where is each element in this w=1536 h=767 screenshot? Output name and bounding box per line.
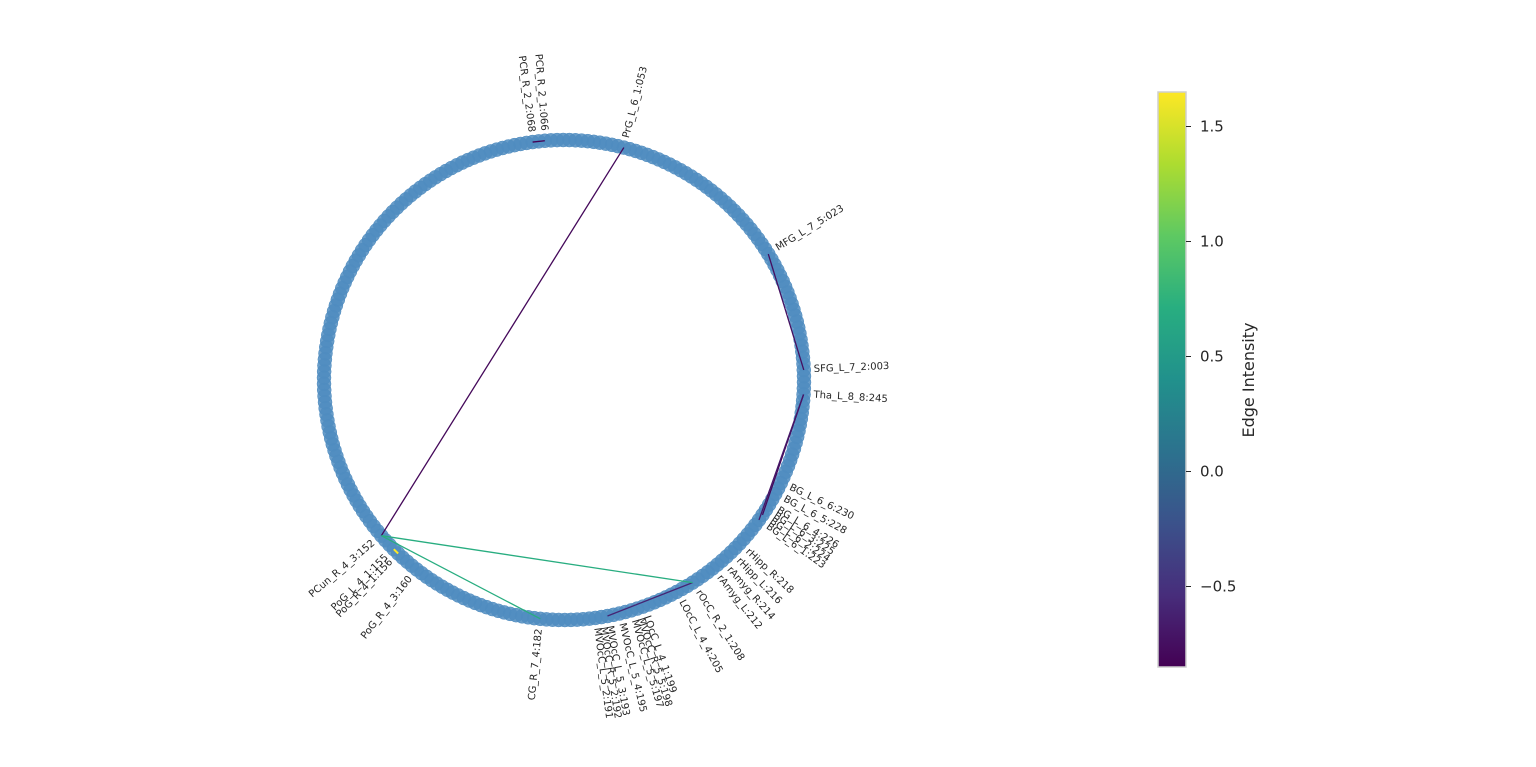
edge-4 xyxy=(758,394,805,521)
edge-8 xyxy=(393,548,399,555)
colorbar-tick-label: −0.5 xyxy=(1200,578,1236,596)
edge-6 xyxy=(381,535,693,584)
colorbar-gradient xyxy=(1157,91,1187,668)
edge-1 xyxy=(380,147,625,537)
colorbar-ticks: −0.5 0.0 0.5 1.0 1.5 xyxy=(1186,118,1236,596)
edge-5 xyxy=(607,582,693,617)
edge-0 xyxy=(532,140,545,143)
node-label: PoG_L_4_1:155 xyxy=(329,552,390,613)
node-label: SFG_L_7_2:003 xyxy=(814,361,890,375)
node-ring xyxy=(316,132,812,628)
edge-7 xyxy=(381,535,541,620)
node-label: CG_R_7_4:182 xyxy=(527,628,545,701)
colorbar-tick-label: 1.5 xyxy=(1200,118,1224,136)
node-label: PrG_L_6_1:053 xyxy=(621,65,650,139)
node-label: Tha_L_8_8:245 xyxy=(812,390,888,406)
colorbar: −0.5 0.0 0.5 1.0 1.5 Edge Intensity xyxy=(1157,91,1258,668)
colorbar-tick-label: 1.0 xyxy=(1200,233,1224,251)
edge-layer xyxy=(380,140,805,620)
colorbar-title: Edge Intensity xyxy=(1239,323,1258,438)
edge-2 xyxy=(767,253,805,371)
node-label: MFG_L_7_5:023 xyxy=(774,203,846,253)
colorbar-tick-label: 0.5 xyxy=(1200,348,1224,366)
colorbar-tick-label: 0.0 xyxy=(1200,463,1224,481)
